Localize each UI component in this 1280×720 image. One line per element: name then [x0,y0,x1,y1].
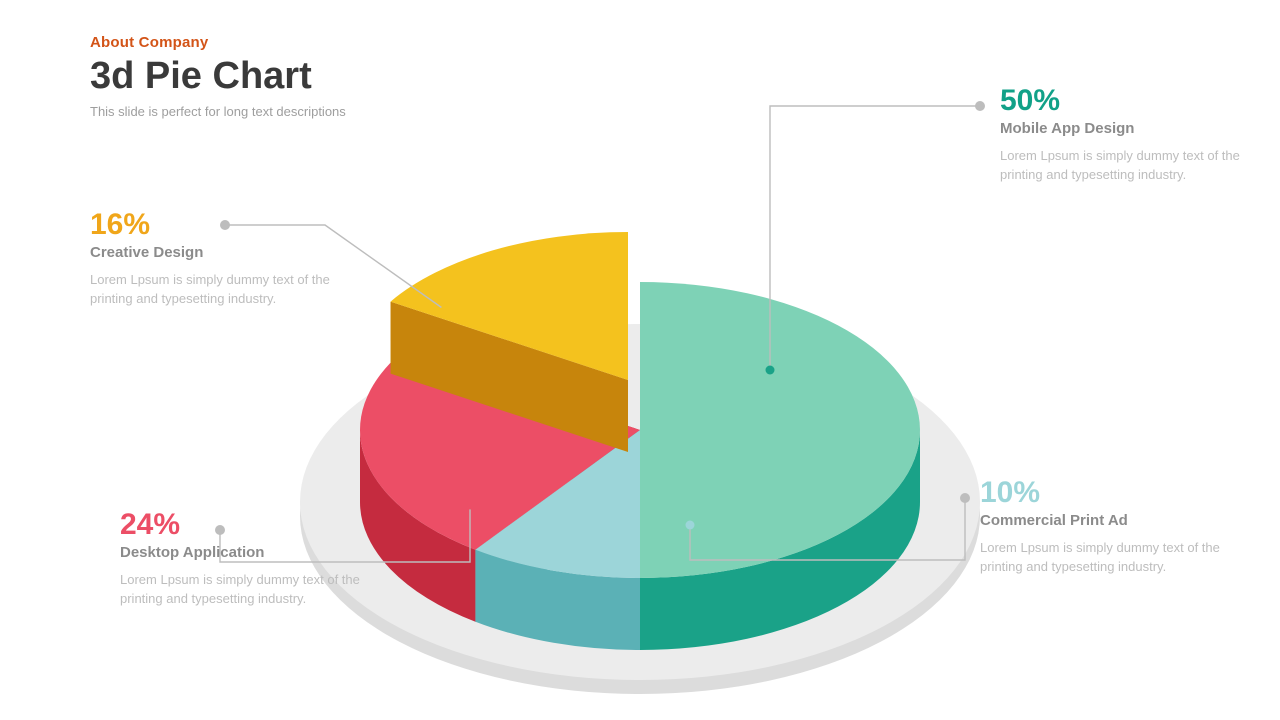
callout-mobile-percent: 50% [1000,86,1260,116]
callout-creative: 16% Creative Design Lorem Lpsum is simpl… [90,210,350,309]
callout-print: 10% Commercial Print Ad Lorem Lpsum is s… [980,478,1240,577]
callout-mobile: 50% Mobile App Design Lorem Lpsum is sim… [1000,86,1260,185]
callout-desktop-body: Lorem Lpsum is simply dummy text of the … [120,571,380,609]
callout-mobile-label: Mobile App Design [1000,120,1260,137]
callout-print-percent: 10% [980,478,1240,508]
callout-desktop: 24% Desktop Application Lorem Lpsum is s… [120,510,380,609]
callout-print-body: Lorem Lpsum is simply dummy text of the … [980,539,1240,577]
callout-creative-percent: 16% [90,210,350,240]
callout-desktop-percent: 24% [120,510,380,540]
callout-creative-label: Creative Design [90,244,350,261]
callout-print-label: Commercial Print Ad [980,512,1240,529]
callout-creative-body: Lorem Lpsum is simply dummy text of the … [90,271,350,309]
callout-mobile-body: Lorem Lpsum is simply dummy text of the … [1000,147,1260,185]
slide-stage: About Company 3d Pie Chart This slide is… [0,0,1280,720]
callout-desktop-label: Desktop Application [120,544,380,561]
